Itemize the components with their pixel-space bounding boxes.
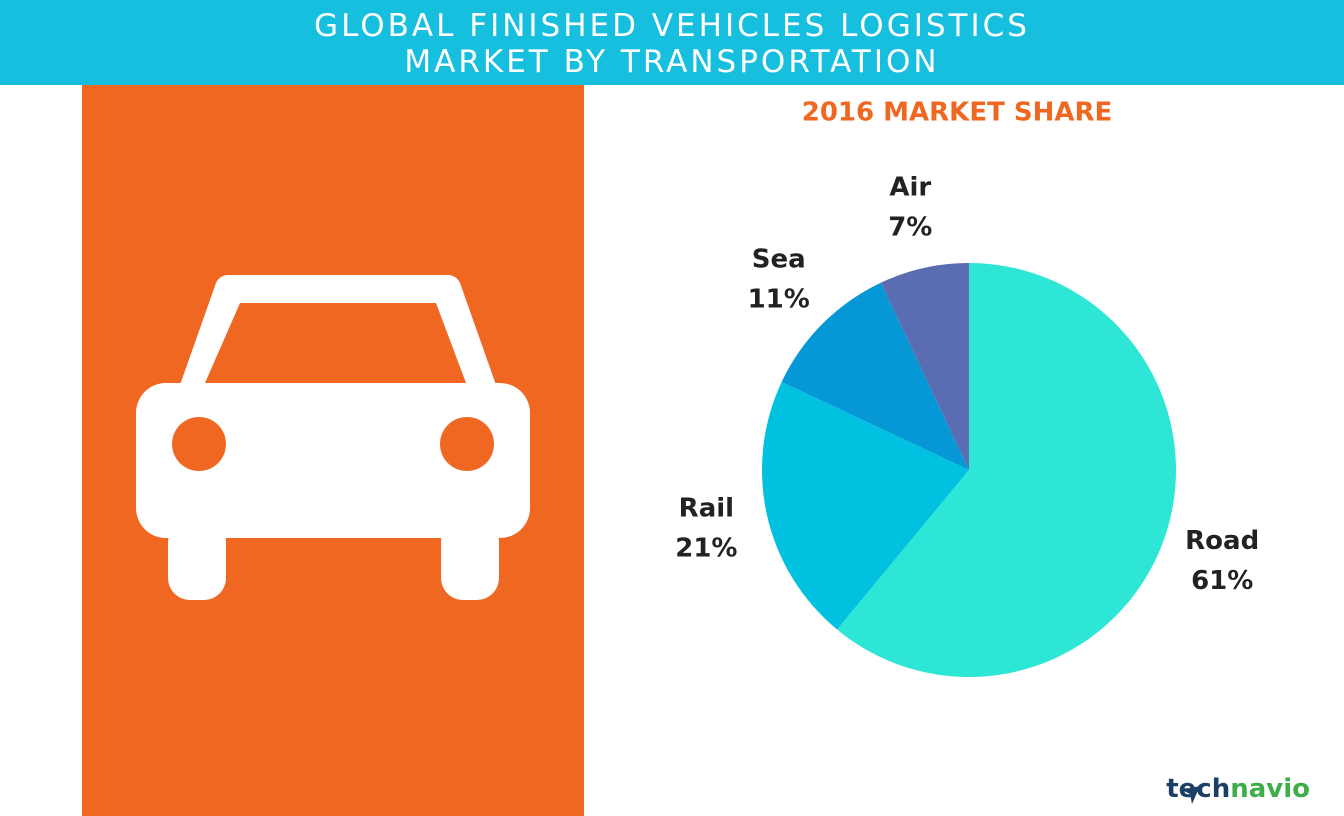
slice-value-label: 7% <box>888 212 932 242</box>
brand-part: navio <box>1230 774 1310 804</box>
slice-name: Air <box>889 172 931 202</box>
slice-value-label: 11% <box>748 285 810 315</box>
slice-name: Rail <box>679 494 734 524</box>
header-bar <box>0 0 1344 85</box>
title-line: GLOBAL FINISHED VEHICLES LOGISTICS <box>314 8 1030 44</box>
slice-name: Sea <box>752 245 806 275</box>
pie: Road 61% Rail 21% Sea 11% Air 7% <box>675 172 1259 677</box>
slice-value-label: 61% <box>1191 566 1253 596</box>
pie-slice <box>880 263 969 470</box>
slice-value-label: 21% <box>675 534 737 564</box>
pie-slice <box>837 263 1177 677</box>
brand-icon <box>1182 786 1200 804</box>
pie-slice <box>762 381 969 630</box>
car-icon <box>136 275 530 600</box>
subtitle: 2016 MARKET SHARE <box>802 98 1113 128</box>
title-line: MARKET BY TRANSPORTATION <box>404 44 939 80</box>
slice-name: Road <box>1185 526 1259 556</box>
pie-slice <box>781 282 969 470</box>
